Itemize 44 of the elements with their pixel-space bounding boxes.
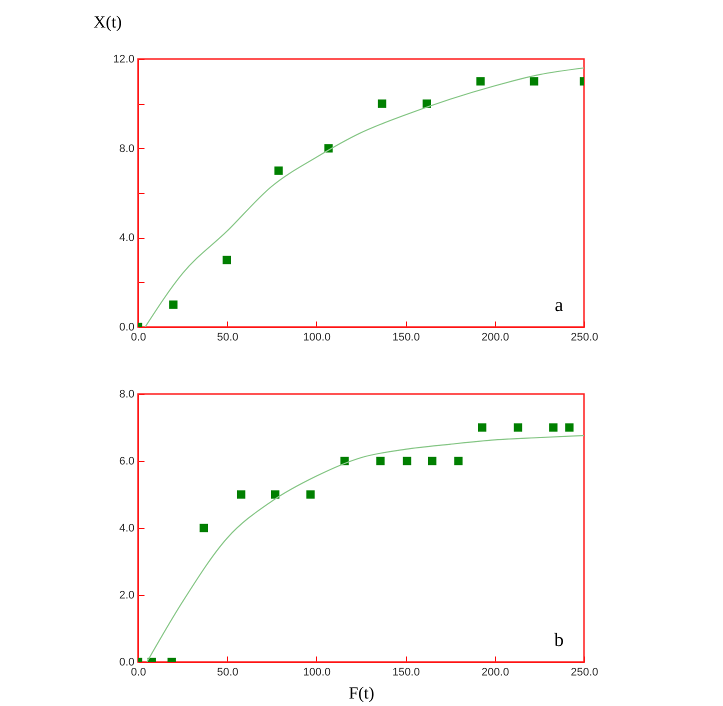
y-tick-label: 8.0 xyxy=(119,388,134,400)
y-tick-label: 0.0 xyxy=(119,322,134,334)
point xyxy=(378,99,386,108)
x-tick-label: 150.0 xyxy=(392,666,420,678)
x-tick-label: 100.0 xyxy=(303,666,331,678)
line-series xyxy=(146,434,584,662)
point xyxy=(274,166,283,175)
x-tick-label: 150.0 xyxy=(392,332,420,344)
point xyxy=(514,423,522,432)
x-axis-title: F(t) xyxy=(348,684,374,702)
point xyxy=(530,77,538,86)
point xyxy=(428,456,436,466)
x-tick-label: 50.0 xyxy=(216,332,238,344)
y-tick-label: 2.0 xyxy=(119,590,134,602)
point xyxy=(306,490,315,499)
y-tick-label: 4.0 xyxy=(119,522,134,534)
point xyxy=(478,423,486,432)
x-tick-label: 200.0 xyxy=(482,332,510,344)
point xyxy=(565,423,574,432)
x-tick-label: 0.0 xyxy=(130,332,146,344)
y-tick-label: 8.0 xyxy=(119,142,134,155)
x-tick-label: 250.0 xyxy=(570,332,598,344)
point xyxy=(454,456,463,466)
point xyxy=(476,77,485,86)
x-tick-label: 100.0 xyxy=(303,332,331,344)
annotation: a xyxy=(554,295,564,316)
x-tick-label: 250.0 xyxy=(570,666,598,678)
x-tick-label: 200.0 xyxy=(482,666,510,678)
y-tick-label: 6.0 xyxy=(119,456,134,468)
point xyxy=(236,490,246,499)
y-tick-label: 4.0 xyxy=(119,232,134,244)
point xyxy=(169,300,178,309)
point xyxy=(222,256,232,264)
line-series xyxy=(144,67,584,327)
y-tick-label: 0.0 xyxy=(119,656,134,668)
x-tick-label: 50.0 xyxy=(216,666,238,678)
y-axis-title: X(t) xyxy=(94,12,122,32)
point xyxy=(376,456,385,466)
y-tick-label: 12.0 xyxy=(113,54,134,66)
point xyxy=(549,423,558,432)
point xyxy=(200,524,208,532)
point xyxy=(402,456,412,466)
annotation: b xyxy=(554,630,564,651)
x-tick-label: 0.0 xyxy=(130,666,146,678)
